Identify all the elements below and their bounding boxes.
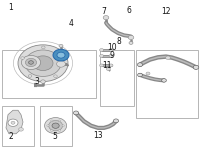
Circle shape [51,130,53,131]
Circle shape [49,121,63,131]
Circle shape [52,123,59,128]
Circle shape [100,64,104,67]
FancyBboxPatch shape [2,106,34,146]
Circle shape [47,125,49,127]
Circle shape [193,65,199,69]
Text: 12: 12 [161,7,171,16]
Text: 11: 11 [102,61,112,70]
Circle shape [41,80,45,83]
Text: 13: 13 [93,131,103,140]
Circle shape [51,120,53,122]
Circle shape [53,49,69,61]
Text: 9: 9 [110,51,114,60]
Circle shape [109,54,113,57]
FancyBboxPatch shape [100,50,134,106]
Circle shape [29,61,33,64]
Text: 10: 10 [107,42,117,52]
FancyBboxPatch shape [136,50,198,118]
Circle shape [8,119,18,126]
Circle shape [162,79,166,82]
Circle shape [138,73,142,77]
FancyBboxPatch shape [2,50,96,98]
Circle shape [129,41,133,44]
Circle shape [21,57,24,59]
Text: 4: 4 [69,19,73,28]
Polygon shape [6,110,23,134]
Text: 3: 3 [35,77,39,86]
Circle shape [45,118,67,134]
Circle shape [73,111,79,115]
Circle shape [113,119,119,123]
Circle shape [62,125,64,127]
Circle shape [25,50,61,76]
Circle shape [57,61,65,67]
Circle shape [54,75,57,77]
Circle shape [57,52,65,58]
Text: 8: 8 [117,37,121,46]
Circle shape [42,46,45,49]
Circle shape [28,75,32,77]
Circle shape [21,55,41,70]
FancyBboxPatch shape [40,106,72,146]
Text: 5: 5 [53,132,57,141]
Circle shape [137,63,143,67]
Circle shape [33,56,53,71]
Circle shape [103,16,109,20]
Circle shape [59,44,63,47]
Text: 6: 6 [127,6,131,15]
Circle shape [19,128,23,131]
Text: 7: 7 [101,7,106,16]
Circle shape [100,54,104,57]
Circle shape [109,64,113,67]
Circle shape [11,121,15,124]
Circle shape [166,56,170,60]
Circle shape [62,57,65,60]
Circle shape [58,130,61,131]
Text: 2: 2 [9,132,13,141]
Text: 1: 1 [9,3,13,12]
Circle shape [58,120,61,122]
Circle shape [109,49,113,51]
Circle shape [146,72,150,75]
Circle shape [106,68,110,71]
Circle shape [100,49,104,51]
Circle shape [128,35,134,40]
Circle shape [18,45,68,82]
Circle shape [25,58,37,67]
